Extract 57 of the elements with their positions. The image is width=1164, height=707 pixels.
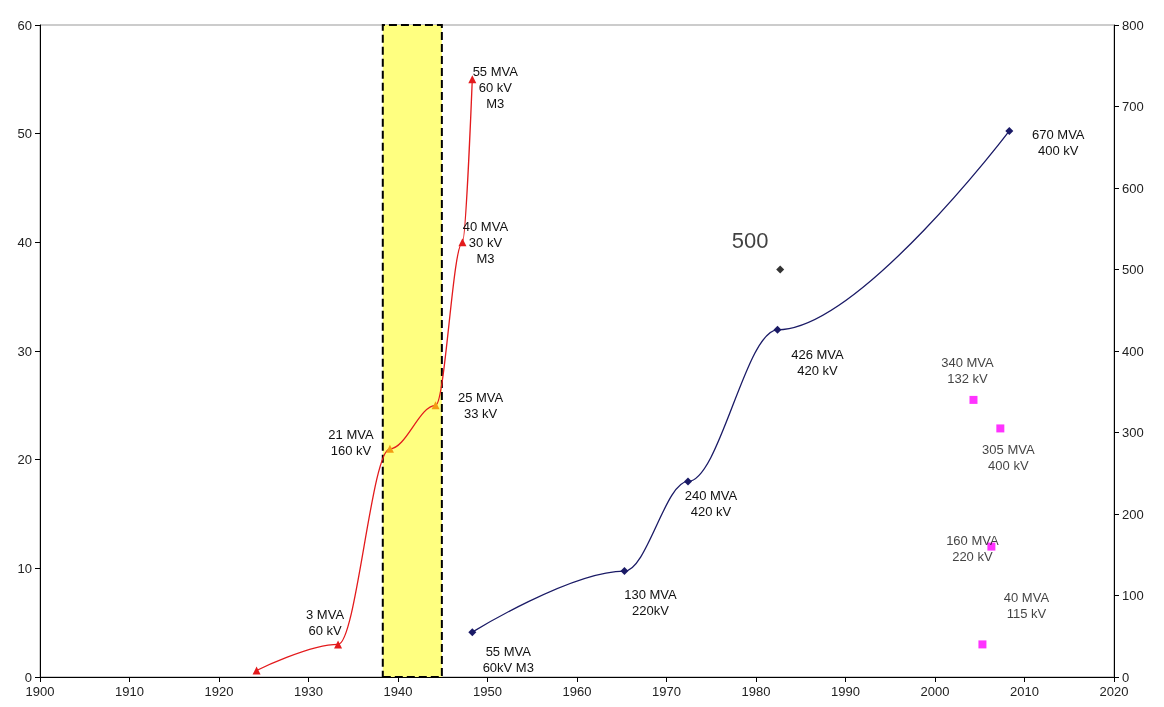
y-tick-label: 10	[17, 560, 32, 576]
y-tick-label: 40	[17, 234, 32, 250]
data-label: 3 MVA 60 kV	[306, 606, 345, 638]
y2-tick-label: 700	[1122, 99, 1144, 114]
y2-tick-label: 100	[1122, 588, 1144, 603]
x-tick-label: 1930	[294, 684, 323, 699]
point	[996, 424, 1005, 433]
x-tick-label: 2000	[920, 684, 950, 699]
data-label: 305 MVA 400 kV	[982, 441, 1035, 473]
y2-tick-label: 0	[1122, 669, 1130, 685]
point	[385, 444, 394, 453]
data-label: 500	[731, 227, 769, 253]
point	[431, 401, 440, 410]
data-label: 55 MVA 60 kV M3	[472, 63, 519, 111]
x-tick-label: 1910	[115, 684, 144, 699]
point	[683, 477, 692, 486]
x-tick-label: 1970	[652, 684, 681, 699]
x-tick-label: 1900	[25, 684, 55, 699]
x-tick-label: 1940	[383, 684, 413, 699]
data-label: 40 MVA 30 kV M3	[462, 218, 509, 266]
point	[1005, 126, 1014, 135]
point	[468, 628, 477, 637]
x-tick-label: 1980	[741, 684, 771, 699]
y-tick-label: 20	[17, 452, 32, 468]
data-label: 670 MVA 400 kV	[1032, 127, 1085, 159]
y2-tick-label: 600	[1122, 180, 1144, 196]
data-label: 21 MVA 160 kV	[328, 427, 374, 459]
x-tick-label: 2010	[1010, 684, 1039, 699]
point	[620, 567, 629, 576]
data-label: 340 MVA 132 kV	[941, 355, 995, 387]
y2-tick-label: 800	[1122, 17, 1144, 33]
point	[334, 640, 343, 649]
y-tick-label: 30	[17, 343, 32, 359]
y-tick-label: 0	[24, 669, 32, 685]
x-tick-label: 1920	[204, 684, 234, 699]
y2-tick-label: 200	[1122, 506, 1144, 522]
y2-tick-label: 400	[1122, 343, 1144, 359]
data-label: 240 MVA 420 kV	[684, 487, 738, 519]
y2-tick-label: 500	[1122, 262, 1144, 277]
x-tick-label: 1950	[473, 684, 502, 699]
point	[458, 238, 467, 247]
point	[776, 265, 785, 274]
data-label: 130 MVA 220kV	[624, 586, 678, 618]
point	[978, 640, 987, 649]
point	[969, 395, 978, 404]
y2-tick-label: 300	[1122, 425, 1144, 440]
y-tick-label: 50	[17, 126, 32, 142]
data-label: 160 MVA 220 kV	[946, 533, 999, 565]
x-tick-label: 1960	[562, 684, 592, 699]
point	[773, 325, 782, 334]
data-label: 55 MVA 60kV M3	[482, 643, 534, 675]
data-label: 25 MVA 33 kV	[457, 389, 504, 421]
x-tick-label: 1990	[831, 684, 860, 699]
x-tick-label: 2020	[1099, 684, 1129, 699]
data-label: 426 MVA 420 kV	[791, 347, 845, 379]
data-label: 40 MVA 115 kV	[1003, 589, 1050, 621]
y-tick-label: 60	[17, 17, 32, 33]
